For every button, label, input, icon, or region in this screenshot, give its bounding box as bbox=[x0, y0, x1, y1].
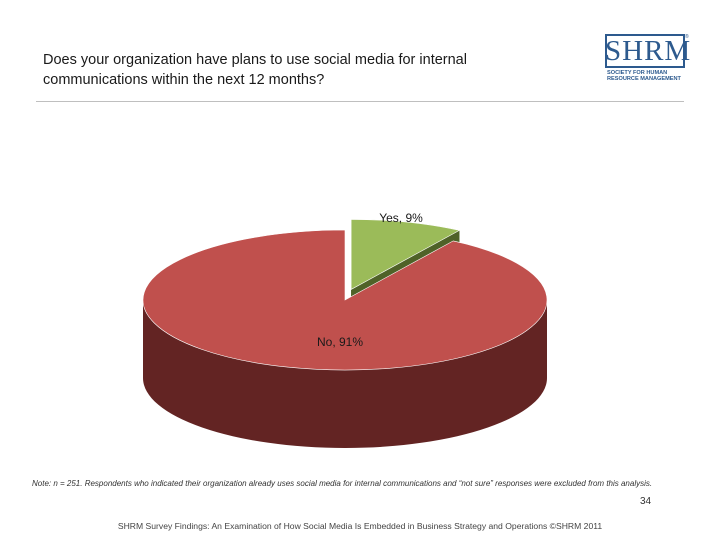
footer-text: SHRM Survey Findings: An Examination of … bbox=[117, 521, 603, 531]
logo-wordmark: SHRM bbox=[605, 35, 692, 67]
chart-note: Note: n = 251. Respondents who indicated… bbox=[32, 479, 653, 488]
pie-slice-yes bbox=[350, 219, 461, 290]
data-label-yes: Yes, 9% bbox=[379, 211, 423, 225]
pie-labels: Yes, 9% No, 91% bbox=[317, 211, 423, 349]
logo-frame bbox=[605, 34, 685, 68]
data-label-no: No, 91% bbox=[317, 335, 363, 349]
pie-side-no bbox=[143, 300, 547, 448]
logo-registered-mark: ® bbox=[685, 34, 689, 40]
shrm-logo: SHRM ® SOCIETY FOR HUMAN RESOURCE MANAGE… bbox=[605, 34, 692, 86]
page-number: 34 bbox=[640, 496, 652, 507]
page-title: Does your organization have plans to use… bbox=[43, 52, 467, 88]
pie-tops bbox=[142, 219, 548, 371]
title-divider bbox=[36, 101, 684, 102]
pie-slice-no bbox=[142, 229, 548, 371]
logo-subtitle: SOCIETY FOR HUMAN RESOURCE MANAGEMENT bbox=[607, 70, 681, 83]
